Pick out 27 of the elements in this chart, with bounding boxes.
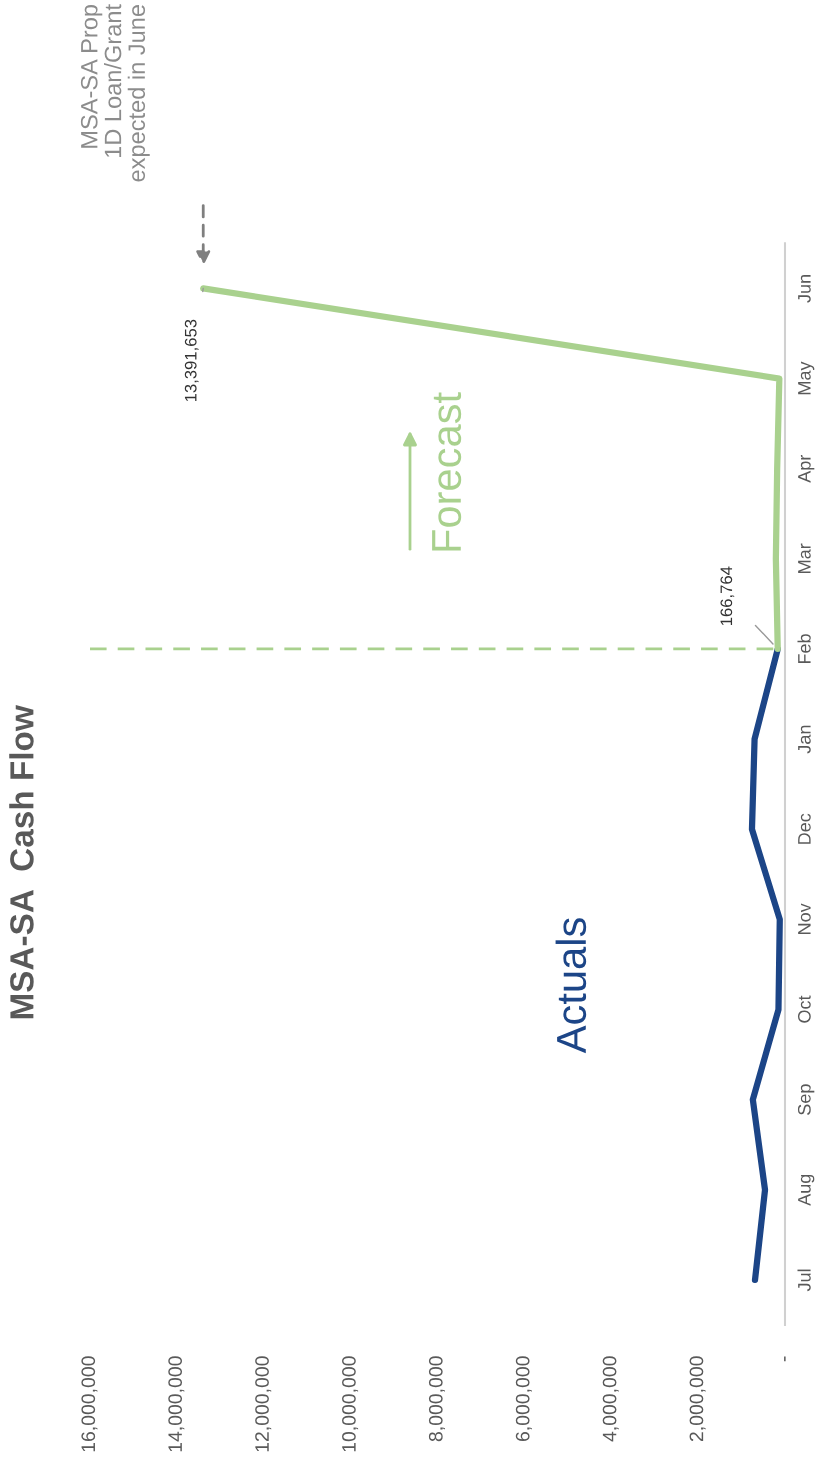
y-tick-label: Aug	[798, 1174, 815, 1206]
text: MSA-SA Cash Flow	[9, 705, 34, 1019]
x-tick-label: 10,000,000	[342, 1356, 359, 1452]
y-tick-label: Jun	[798, 275, 811, 303]
y-tick-label: Oct	[797, 995, 811, 1023]
y-tick-label: May	[798, 361, 815, 395]
y-tick-label: Jul	[797, 1269, 811, 1292]
y-tick-label: Mar	[798, 543, 811, 573]
x-tick-label: 4,000,000	[602, 1356, 619, 1442]
y-tick-label: Feb	[797, 634, 811, 664]
x-tick-label: 2,000,000	[689, 1356, 706, 1442]
x-tick-label: -	[784, 1356, 786, 1362]
text: MSA-SA Prop 1D Loan/Grant expected in June	[80, 4, 150, 182]
x-tick-label: 12,000,000	[255, 1356, 272, 1452]
y-tick-label: Nov	[798, 903, 811, 934]
annotation: Actuals	[555, 918, 587, 1054]
x-tick-label: 14,000,000	[168, 1356, 185, 1452]
x-tick-label: 16,000,000	[81, 1356, 98, 1452]
x-tick-label: 8,000,000	[428, 1356, 445, 1442]
y-tick-label: Sep	[797, 1084, 815, 1115]
y-tick-label: Dec	[798, 813, 811, 844]
y-tick-label: Jan	[798, 725, 811, 754]
y-tick-label: Apr	[798, 454, 815, 483]
data-label: 166,764	[720, 566, 735, 626]
x-tick-label: 6,000,000	[515, 1356, 532, 1442]
data-label: 13,391,653	[184, 319, 199, 402]
annotation: Forecast	[432, 392, 462, 551]
